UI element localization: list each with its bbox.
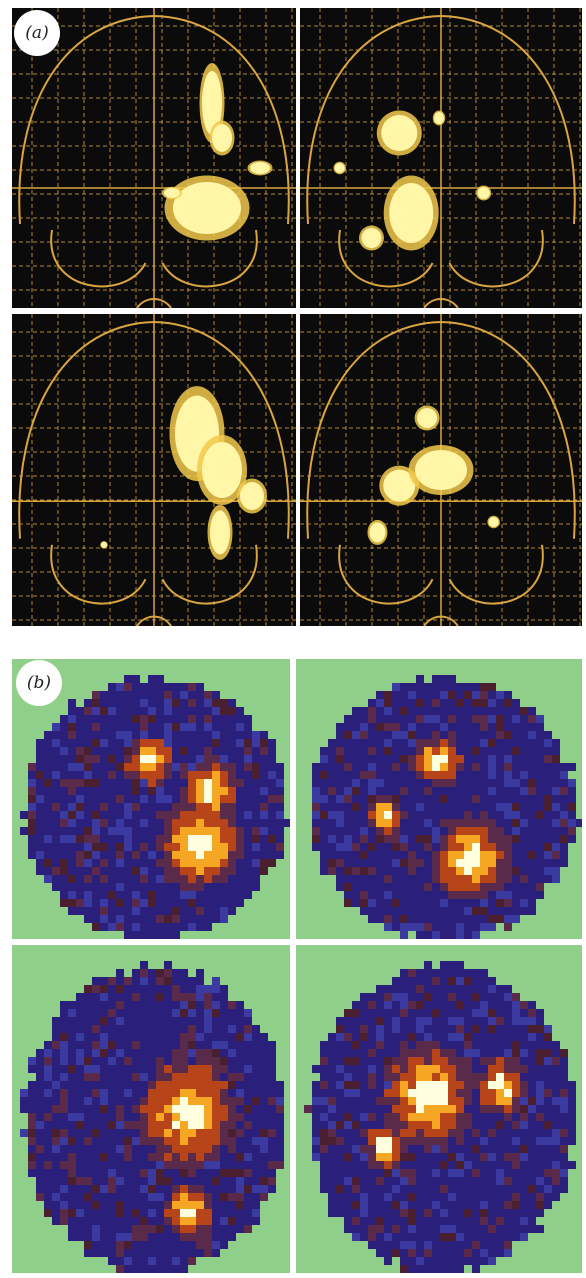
glass-brain-image (12, 8, 296, 308)
glass-brain-image (300, 8, 582, 308)
glass-brain-bottom-left (12, 314, 296, 626)
pixel-map-top-right (296, 659, 582, 939)
panel-b (0, 655, 586, 1278)
glass-brain-top-left (12, 8, 296, 308)
pixel-map-image (296, 945, 582, 1273)
pixel-map-image (12, 659, 290, 939)
glass-brain-bottom-right (300, 314, 582, 626)
pixel-map-top-left (12, 659, 290, 939)
pixel-map-image (12, 945, 290, 1273)
pixel-map-image (296, 659, 582, 939)
glass-brain-image (300, 314, 582, 626)
panel-a-label: (a) (14, 10, 60, 56)
pixel-map-bottom-right (296, 945, 582, 1273)
glass-brain-image (12, 314, 296, 626)
glass-brain-top-right (300, 8, 582, 308)
panel-a (0, 0, 586, 630)
panel-b-label: (b) (16, 660, 62, 706)
pixel-map-bottom-left (12, 945, 290, 1273)
